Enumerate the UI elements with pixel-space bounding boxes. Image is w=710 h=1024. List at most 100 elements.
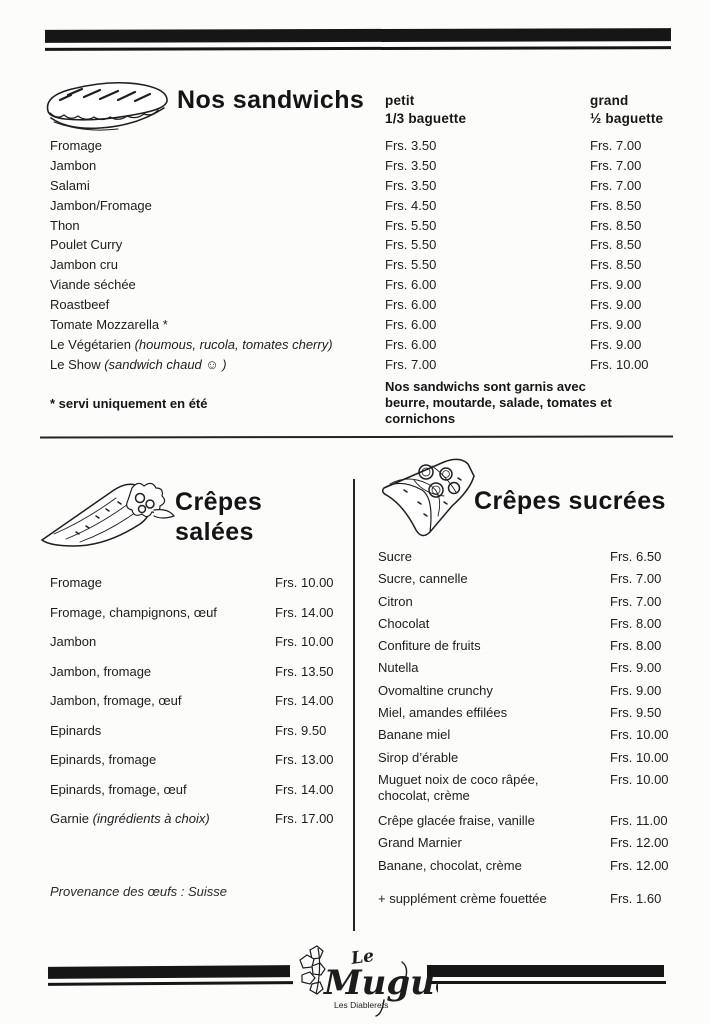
crepe-item-row: Jambon Frs. 10.00 [50,634,350,664]
crepe-item-row: Sirop d’érable Frs. 10.00 [378,750,678,772]
item-name-cell: Confiture de fruits [378,638,610,654]
item-name-cell: Fromage, champignons, œuf [50,605,275,621]
item-price-grand: Frs. 9.00 [590,277,642,293]
item-price-grand: Frs. 7.00 [590,138,642,153]
petit-label: petit [385,93,415,108]
item-price-grand: Frs. 9.00 [590,336,642,352]
item-name-cell: Roastbeef [50,297,385,312]
item-name-cell: Jambon cru [50,257,385,272]
footer-right-rule-thick [427,965,664,977]
crepes-salees-list: Fromage Frs. 10.00 Fromage, champignons,… [50,575,350,841]
item-price-grand: Frs. 9.00 [590,317,642,333]
item-name: Roastbeef [50,297,110,313]
crepe-item-row: Chocolat Frs. 8.00 [378,616,678,638]
item-name-cell: Le Végétarien (houmous, rucola, tomates … [50,337,385,352]
item-name: Jambon [50,634,97,649]
item-name-cell: Viande séchée [50,277,385,292]
item-name: Fromage, champignons, œuf [50,604,217,620]
crepes-sucrees-list: Sucre Frs. 6.50 Sucre, cannelle Frs. 7.0… [378,549,678,880]
footer-left-rule-thick [47,965,291,979]
sandwich-item-row: Salami Frs. 3.50 Frs. 7.00 [50,178,670,198]
sandwich-item-row: Fromage Frs. 3.50 Frs. 7.00 [50,138,670,158]
item-name: Fromage [50,138,103,153]
item-name: Le Végétarien [50,336,131,352]
crepes-sucrees-heading: Crêpes sucrées [474,487,666,515]
item-name-cell: Jambon [50,158,385,173]
item-name-cell: Citron [378,594,610,610]
sandwich-list: Fromage Frs. 3.50 Frs. 7.00 Jambon Frs. … [50,138,670,377]
whipped-cream-supplement-row: + supplément crème fouettée Frs. 1.60 [378,891,678,906]
item-price-grand: Frs. 7.00 [590,157,642,173]
muguet-flower-icon [299,945,326,995]
item-price-grand: Frs. 7.00 [590,177,642,193]
item-name: Confiture de fruits [378,638,481,654]
crepe-item-row: Jambon, fromage, œuf Frs. 14.00 [50,693,350,723]
crepe-item-row: Epinards, fromage, œuf Frs. 14.00 [50,782,350,812]
item-price-grand: Frs. 8.50 [590,237,642,253]
crepe-item-row: Jambon, fromage Frs. 13.50 [50,664,350,694]
section-divider [39,435,674,439]
sandwich-item-row: Jambon cru Frs. 5.50 Frs. 8.50 [50,257,670,277]
item-price: Frs. 14.00 [275,693,334,708]
item-price-petit: Frs. 6.00 [385,297,437,313]
item-price: Frs. 12.00 [610,857,669,873]
item-name-cell: Sucre [378,549,610,565]
sandwich-item-row: Tomate Mozzarella * Frs. 6.00 Frs. 9.00 [50,317,670,337]
folded-crepe-illustration [381,458,475,537]
item-name-cell: Sucre, cannelle [378,571,610,587]
item-name-cell: Crêpe glacée fraise, vanille [378,813,610,829]
item-name-cell: Jambon/Fromage [50,198,385,213]
crepe-item-row: Epinards Frs. 9.50 [50,723,350,753]
item-name-cell: Jambon, fromage [50,664,275,680]
item-price-petit: Frs. 3.50 [385,177,437,193]
item-name-cell: Sirop d’érable [378,750,610,766]
crepe-item-row: Crêpe glacée fraise, vanille Frs. 11.00 [378,813,678,835]
item-name: Crêpe glacée fraise, vanille [378,812,535,828]
item-price: Frs. 9.50 [610,705,662,721]
sandwich-section-heading: Nos sandwichs [177,86,365,114]
item-name: Le Show [50,356,101,372]
footer-right-rule-thin [427,981,666,984]
item-name-cell: Epinards, fromage [50,752,275,768]
crepe-item-row: Ovomaltine crunchy Frs. 9.00 [378,683,678,705]
crepe-item-row: Muguet noix de coco râpée, chocolat, crè… [378,772,678,813]
eggs-origin-note: Provenance des œufs : Suisse [50,884,228,899]
top-rule-thin [44,46,672,51]
footer-left-rule-thin [47,981,294,986]
crepe-item-row: Garnie (ingrédients à choix) Frs. 17.00 [50,811,350,841]
muguet-logo: Le Muguet Les Diablerets [299,945,438,1017]
item-name-cell: Salami [50,178,385,193]
logo-name-text: Muguet [323,963,438,1003]
baguette-sandwich-illustration [46,81,168,131]
item-name: Muguet noix de coco râpée, chocolat, crè… [378,771,539,803]
item-name: Epinards [50,722,102,738]
grand-size-label: ½ baguette [590,110,664,126]
item-name-cell: Chocolat [378,616,610,632]
top-rule-thick [44,28,672,43]
item-name: Miel, amandes effilées [378,705,508,721]
crepe-item-row: Confiture de fruits Frs. 8.00 [378,638,678,660]
item-price: Frs. 10.00 [275,634,334,649]
item-name-cell: Grand Marnier [378,835,610,851]
petit-size-label: 1/3 baguette [385,110,467,126]
item-detail: (sandwich chaud ☺ ) [104,356,227,372]
item-price: Frs. 17.00 [275,811,334,826]
sandwich-item-row: Roastbeef Frs. 6.00 Frs. 9.00 [50,297,670,317]
item-name: Grand Marnier [378,835,462,851]
item-name-cell: Muguet noix de coco râpée, chocolat, crè… [378,772,610,804]
item-name-cell: Banane, chocolat, crème [378,858,610,874]
supplement-label: + supplément crème fouettée [378,891,547,906]
item-name: Banane, chocolat, crème [378,857,522,873]
item-price: Frs. 13.50 [275,663,334,679]
item-price: Frs. 7.00 [610,593,662,609]
item-detail: (houmous, rucola, tomates cherry) [134,336,333,352]
item-name-cell: Tomate Mozzarella * [50,317,385,332]
column-divider [353,479,355,931]
item-name-cell: Ovomaltine crunchy [378,683,610,699]
sandwich-item-row: Jambon/Fromage Frs. 4.50 Frs. 8.50 [50,198,670,218]
column-header-petit: petit 1/3 baguette [385,92,466,127]
item-price-petit: Frs. 3.50 [385,157,437,173]
item-price-petit: Frs. 4.50 [385,197,437,213]
item-price-grand: Frs. 8.50 [590,217,642,233]
item-price: Frs. 9.00 [610,660,662,676]
